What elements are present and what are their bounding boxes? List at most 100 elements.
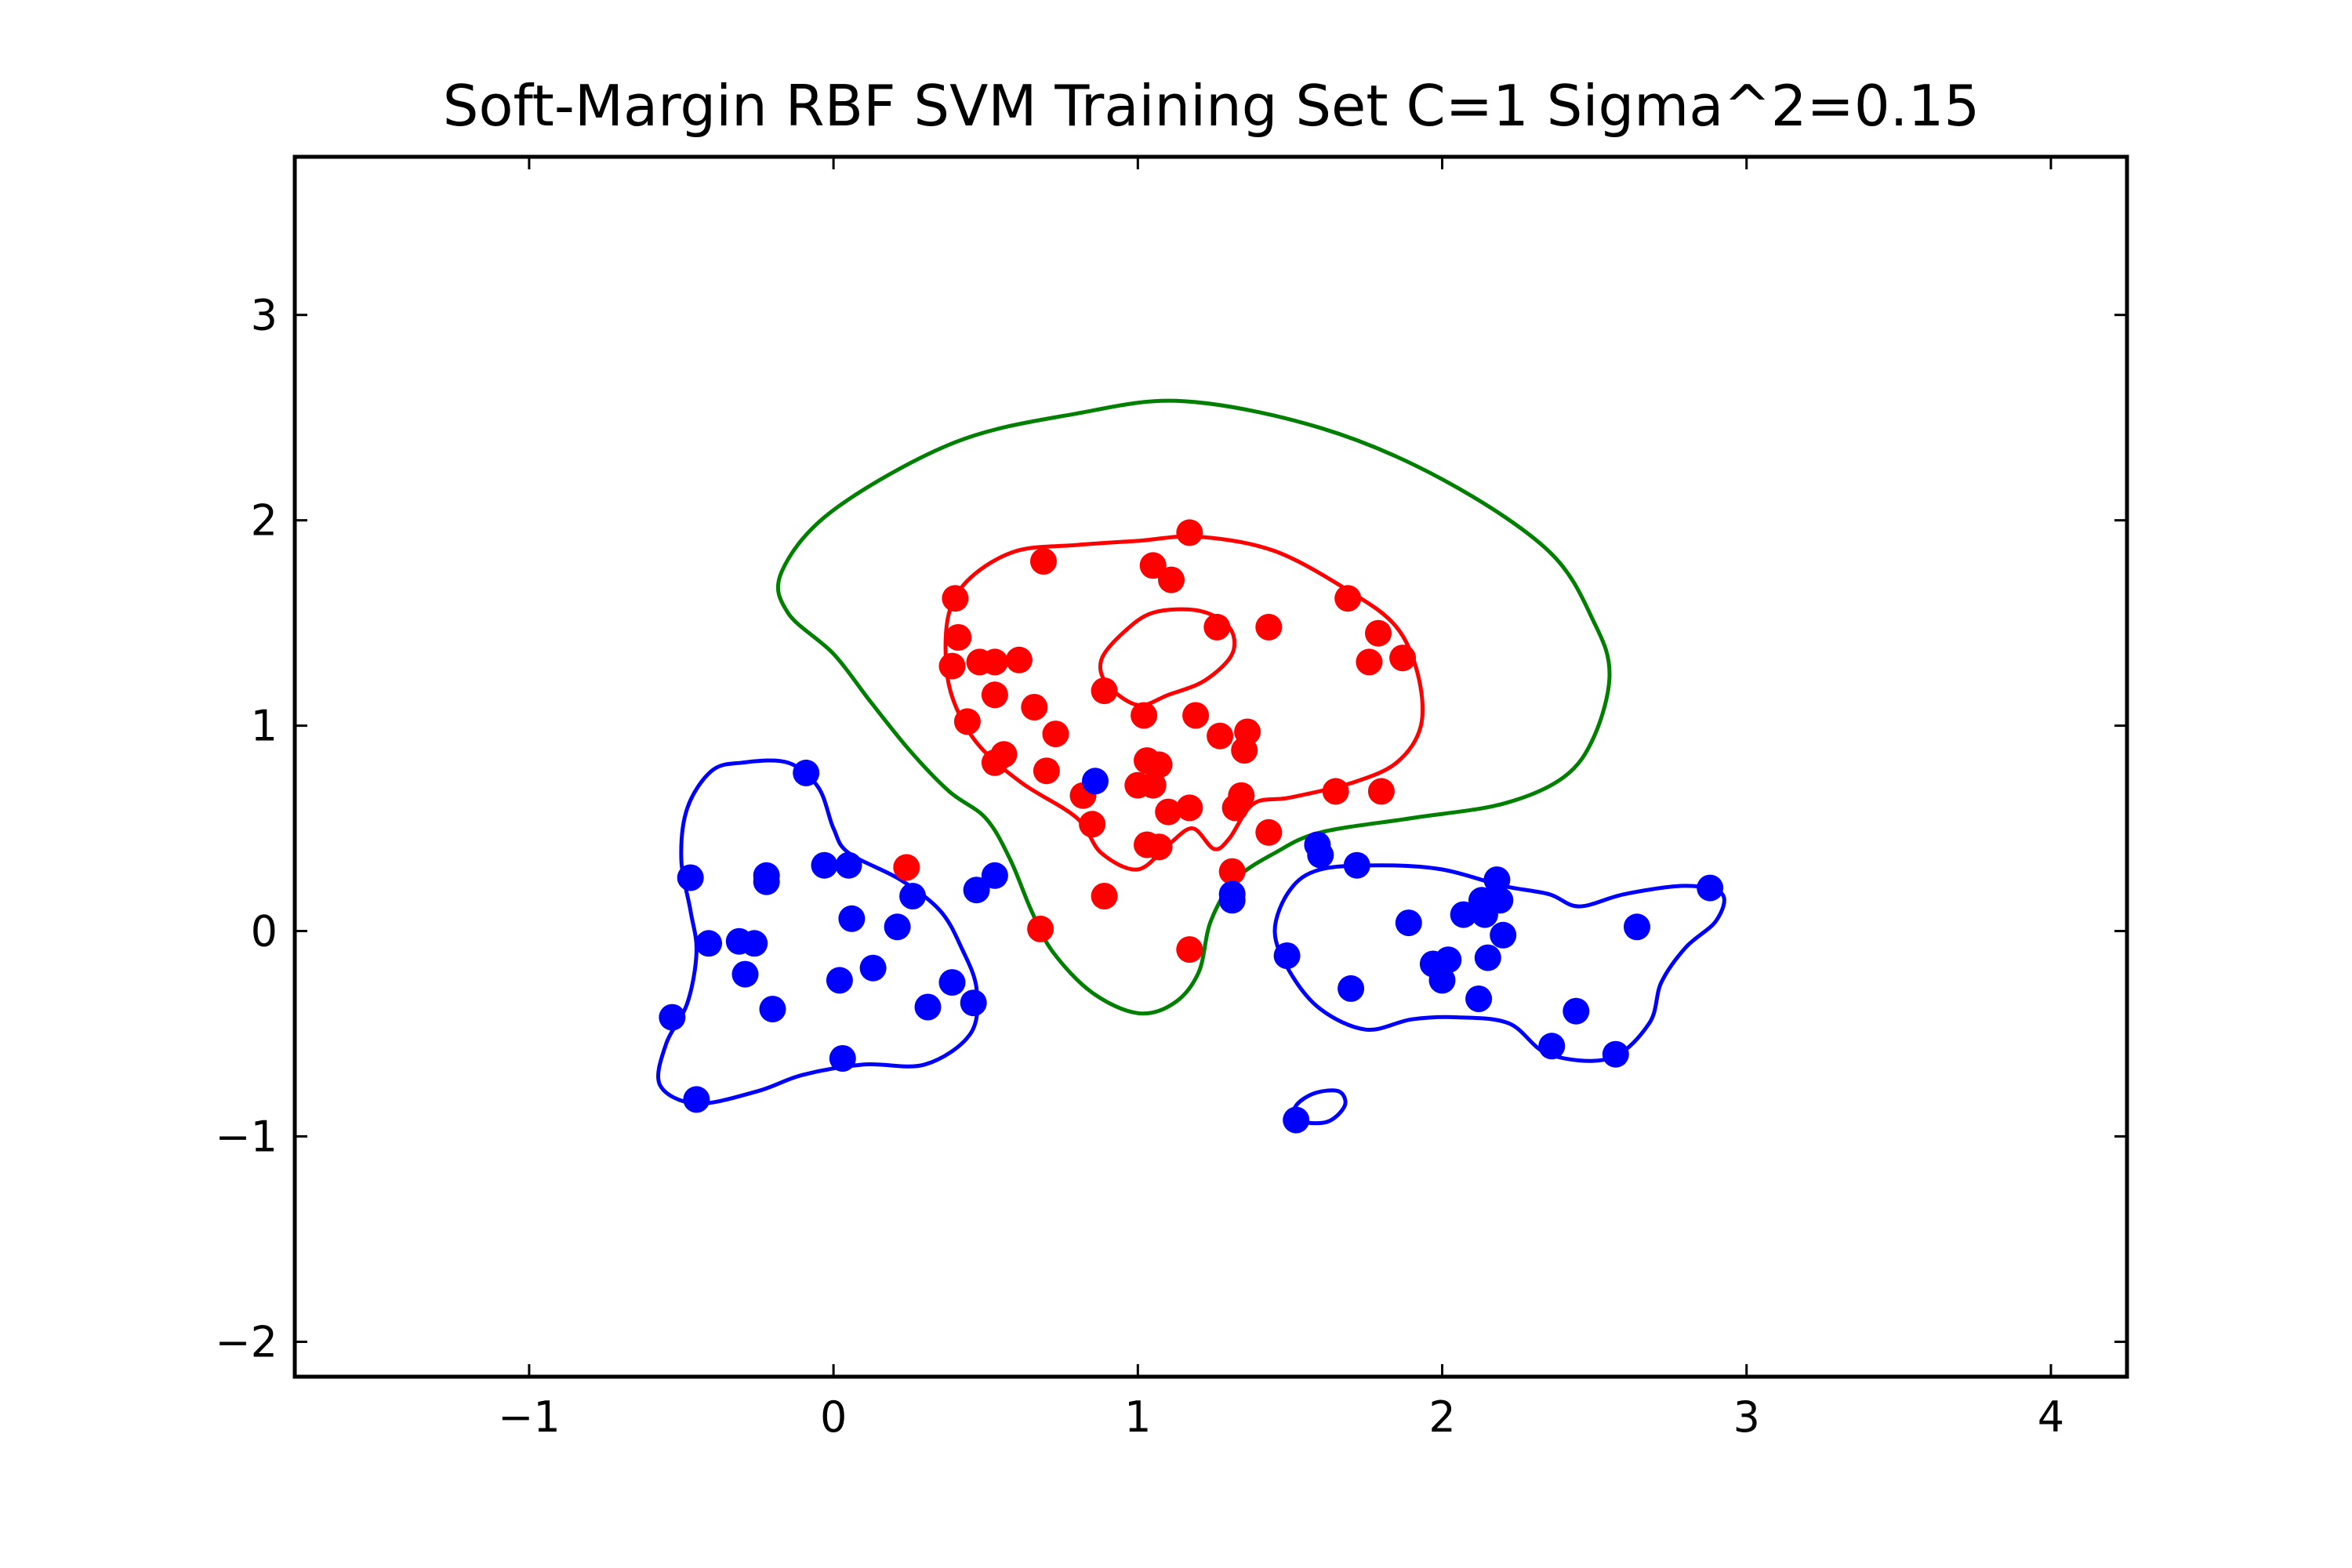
point-blue-22 xyxy=(659,1004,686,1031)
point-red-13 xyxy=(1005,646,1033,673)
point-red-3 xyxy=(1158,566,1185,593)
point-blue-30 xyxy=(1483,866,1511,894)
point-red-8 xyxy=(1365,619,1392,647)
point-blue-24 xyxy=(683,1086,710,1113)
point-red-4 xyxy=(1334,585,1362,612)
point-red-48 xyxy=(1176,936,1203,964)
point-blue-17 xyxy=(826,967,853,994)
point-blue-23 xyxy=(829,1045,856,1072)
point-blue-19 xyxy=(759,996,786,1023)
y-tick-label-0: −2 xyxy=(215,1317,278,1367)
point-red-30 xyxy=(1033,757,1060,785)
point-red-16 xyxy=(1091,677,1118,705)
point-red-21 xyxy=(953,708,981,735)
point-blue-15 xyxy=(731,960,759,988)
point-blue-18 xyxy=(938,969,966,996)
point-red-7 xyxy=(1255,613,1283,641)
point-blue-5 xyxy=(811,851,838,879)
point-red-27 xyxy=(981,749,1008,776)
point-red-33 xyxy=(1322,778,1349,805)
point-blue-8 xyxy=(963,877,990,904)
point-blue-34 xyxy=(1450,901,1477,928)
point-red-1 xyxy=(1030,548,1057,575)
point-blue-48 xyxy=(1602,1040,1629,1068)
point-blue-38 xyxy=(1490,921,1517,949)
point-red-39 xyxy=(1155,798,1182,826)
point-blue-7 xyxy=(981,862,1008,889)
x-tick-label-1: 0 xyxy=(820,1392,847,1442)
point-red-19 xyxy=(1131,702,1158,729)
point-red-5 xyxy=(942,585,969,612)
point-red-15 xyxy=(1356,648,1383,676)
point-red-14 xyxy=(1389,644,1417,672)
point-blue-43 xyxy=(1428,967,1456,994)
point-blue-0 xyxy=(793,759,820,786)
point-blue-20 xyxy=(914,993,942,1021)
y-tick-label-3: 1 xyxy=(251,702,278,751)
point-blue-26 xyxy=(1307,841,1334,869)
chart-title: Soft-Margin RBF SVM Training Set C=1 Sig… xyxy=(443,73,1980,139)
point-red-20 xyxy=(1182,702,1210,729)
point-blue-35 xyxy=(1471,901,1498,928)
point-blue-16 xyxy=(859,954,887,982)
y-tick-label-4: 2 xyxy=(251,496,278,546)
point-red-11 xyxy=(981,648,1008,676)
point-blue-36 xyxy=(1395,909,1422,937)
point-blue-21 xyxy=(960,989,987,1017)
plot-area-frame xyxy=(292,154,2129,1379)
x-tick-label-0: −1 xyxy=(498,1392,561,1442)
contour-line-5 xyxy=(1290,1088,1348,1126)
training-points xyxy=(659,519,1724,1134)
point-red-6 xyxy=(1203,613,1231,641)
point-red-22 xyxy=(1042,720,1069,748)
point-red-37 xyxy=(1176,794,1203,822)
point-blue-46 xyxy=(1563,997,1590,1025)
point-red-17 xyxy=(981,681,1008,709)
point-blue-10 xyxy=(838,905,866,932)
point-blue-40 xyxy=(1474,944,1501,971)
y-tick-label-2: 0 xyxy=(251,907,278,956)
point-blue-45 xyxy=(1465,985,1493,1012)
point-blue-9 xyxy=(899,883,927,909)
point-blue-44 xyxy=(1338,975,1365,1002)
point-blue-1 xyxy=(1082,768,1109,795)
x-tick-label-5: 4 xyxy=(2038,1392,2064,1442)
point-blue-27 xyxy=(1343,851,1370,879)
point-red-38 xyxy=(1221,794,1249,822)
point-red-40 xyxy=(1079,811,1106,838)
point-red-23 xyxy=(1207,722,1234,750)
point-red-25 xyxy=(1231,737,1258,764)
point-red-12 xyxy=(938,652,966,680)
point-blue-49 xyxy=(1283,1106,1310,1134)
point-red-29 xyxy=(1145,751,1173,779)
point-red-43 xyxy=(1145,833,1173,861)
point-red-0 xyxy=(1176,519,1203,546)
y-tick-label-5: 3 xyxy=(251,291,278,340)
point-red-34 xyxy=(1367,778,1395,805)
point-blue-6 xyxy=(835,851,862,879)
point-red-47 xyxy=(1027,915,1054,942)
point-blue-29 xyxy=(1218,887,1246,914)
point-red-46 xyxy=(1091,883,1118,909)
point-red-44 xyxy=(893,854,920,881)
x-tick-label-4: 3 xyxy=(1733,1392,1760,1442)
point-blue-31 xyxy=(1697,874,1724,902)
point-red-41 xyxy=(1255,818,1283,846)
x-tick-label-3: 2 xyxy=(1428,1392,1455,1442)
point-blue-47 xyxy=(1538,1033,1566,1060)
point-red-9 xyxy=(945,624,972,651)
point-blue-4 xyxy=(753,868,780,895)
y-tick-label-1: −1 xyxy=(215,1112,278,1162)
point-red-2 xyxy=(1139,552,1167,579)
point-blue-11 xyxy=(884,913,911,941)
axis-ticks: −1 0 1 2 3 4 −2 −1 0 1 2 3 xyxy=(215,157,2127,1442)
point-red-32 xyxy=(1139,771,1167,799)
point-blue-2 xyxy=(677,864,704,891)
point-blue-12 xyxy=(695,930,722,957)
x-tick-label-2: 1 xyxy=(1124,1392,1151,1442)
contour-line-0 xyxy=(775,398,1612,1016)
point-blue-37 xyxy=(1624,913,1650,941)
point-blue-14 xyxy=(741,930,768,957)
